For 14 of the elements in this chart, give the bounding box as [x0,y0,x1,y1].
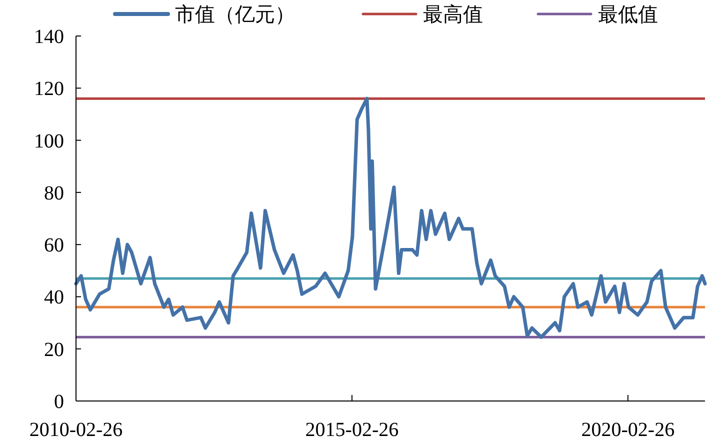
x-tick-label: 2010-02-26 [29,419,123,439]
y-tick-label: 140 [34,26,64,48]
legend-label: 最高值 [423,3,483,26]
y-tick-label: 100 [34,130,64,152]
y-tick-label: 80 [44,182,64,204]
x-tick-label: 2020-02-26 [581,419,675,439]
y-tick-label: 120 [34,78,64,100]
y-tick-label: 60 [44,234,64,257]
y-tick-label: 0 [54,391,64,413]
y-tick-label: 40 [44,286,64,309]
legend-label: 最低值 [598,4,658,26]
legend-label: 市值（亿元） [175,4,295,26]
y-tick-label: 20 [44,338,64,361]
x-tick-label: 2015-02-26 [305,419,399,439]
